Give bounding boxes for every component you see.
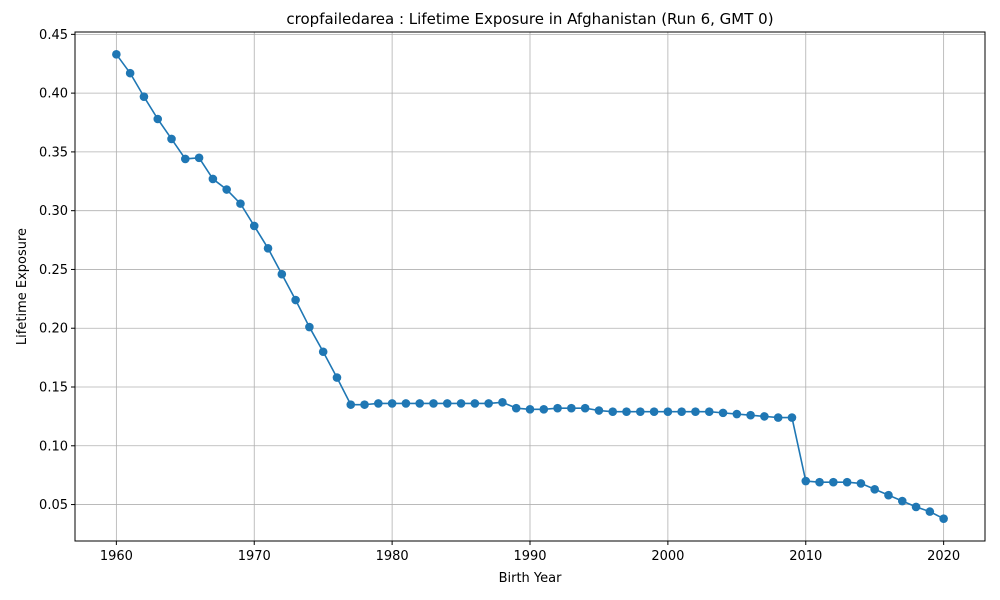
data-point (305, 322, 314, 332)
data-point (704, 407, 714, 416)
chart-title: cropfailedarea : Lifetime Exposure in Af… (286, 10, 773, 28)
data-point (911, 502, 921, 512)
data-point (153, 114, 163, 124)
data-point (897, 496, 907, 506)
data-point (360, 400, 369, 409)
data-point (636, 407, 645, 416)
y-tick-label: 0.40 (39, 87, 68, 102)
y-tick-label: 0.30 (39, 204, 68, 219)
y-tick-label: 0.20 (39, 322, 68, 337)
data-point (856, 479, 866, 488)
data-point (112, 50, 121, 59)
data-point (415, 399, 424, 408)
data-point (608, 407, 618, 416)
x-tick-label: 2000 (651, 549, 684, 564)
data-point (884, 490, 893, 500)
data-point (456, 399, 466, 408)
data-point (677, 407, 686, 416)
data-series (112, 50, 948, 523)
data-point (181, 154, 190, 164)
data-point (318, 347, 328, 357)
data-point (649, 407, 659, 416)
data-point (663, 407, 673, 416)
data-point (691, 407, 700, 416)
data-point (236, 199, 245, 208)
y-tick-label: 0.45 (39, 28, 68, 43)
data-point (442, 399, 452, 408)
data-point (718, 408, 728, 418)
data-point (249, 221, 259, 231)
grid-lines (75, 32, 985, 541)
data-point (746, 410, 755, 420)
data-point (167, 134, 176, 144)
data-point (525, 405, 535, 414)
data-point (222, 185, 231, 194)
x-axis-ticks: 1960 1970 1980 1990 2000 2010 2020 (100, 541, 960, 564)
data-point (401, 399, 411, 408)
data-point (553, 403, 562, 413)
y-axis-label: Lifetime Exposure (15, 228, 30, 345)
data-point (291, 295, 300, 305)
data-point (470, 399, 480, 408)
x-tick-label: 1990 (513, 549, 546, 564)
y-tick-label: 0.25 (39, 263, 68, 278)
y-tick-label: 0.15 (39, 381, 68, 396)
y-tick-label: 0.35 (39, 145, 68, 160)
x-tick-label: 1960 (100, 549, 133, 564)
data-point (925, 507, 935, 516)
data-point (387, 399, 397, 408)
data-point (567, 403, 576, 413)
data-point (829, 477, 838, 487)
data-point (870, 484, 879, 494)
data-point (346, 400, 356, 409)
y-tick-label: 0.10 (39, 439, 68, 454)
data-point (374, 399, 383, 408)
data-point (263, 243, 273, 253)
data-point (773, 413, 783, 422)
data-point (194, 153, 204, 163)
data-point (484, 399, 493, 408)
data-point (125, 68, 135, 78)
data-point (511, 403, 521, 413)
data-point (801, 476, 811, 486)
data-point (539, 405, 549, 414)
data-point (622, 407, 631, 416)
data-point (498, 397, 507, 407)
data-point (580, 403, 590, 413)
data-point (732, 409, 742, 419)
data-point (594, 406, 604, 415)
data-point (787, 413, 797, 422)
x-tick-label: 2010 (789, 549, 822, 564)
data-point (429, 399, 438, 408)
data-point (815, 477, 824, 487)
x-tick-label: 1980 (376, 549, 409, 564)
x-axis-label: Birth Year (499, 571, 563, 586)
y-tick-label: 0.05 (39, 498, 68, 513)
data-point (842, 477, 852, 487)
data-point (332, 373, 342, 382)
data-point (277, 269, 287, 279)
y-axis-ticks: 0.05 0.10 0.15 0.20 0.25 0.30 0.35 0.40 0.45 (39, 28, 75, 513)
x-tick-label: 1970 (238, 549, 271, 564)
data-point (760, 412, 769, 421)
data-point (939, 514, 948, 523)
data-point (208, 174, 218, 184)
data-point (139, 92, 149, 101)
x-tick-label: 2020 (927, 549, 960, 564)
